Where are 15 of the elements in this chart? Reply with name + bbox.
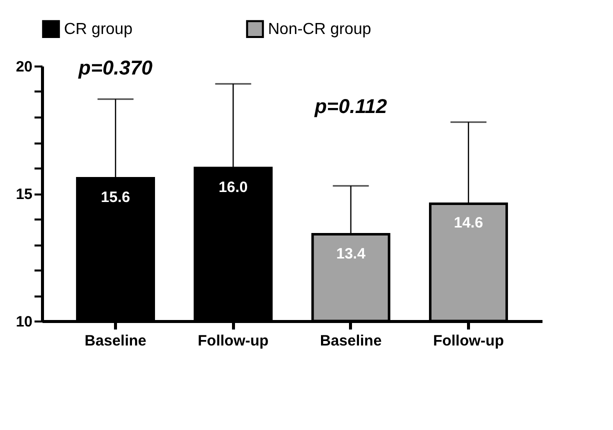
legend-label: CR group (64, 21, 133, 38)
data-label: 14.6 (454, 214, 484, 232)
data-label: 16.0 (218, 179, 248, 196)
legend-label: Non-CR group (268, 21, 372, 38)
y-tick-label: 15 (16, 186, 32, 203)
x-tick-label: Follow-up (198, 332, 269, 350)
annotation: p=0.112 (314, 96, 388, 118)
data-label: 13.4 (336, 245, 366, 262)
y-tick-label: 10 (16, 314, 32, 330)
annotation: p=0.370 (78, 58, 153, 80)
x-tick-label: Baseline (320, 332, 382, 350)
data-label: 15.6 (100, 189, 130, 206)
x-tick-label: Baseline (84, 332, 146, 350)
y-tick-label: 20 (16, 58, 32, 76)
x-tick-label: Follow-up (433, 332, 504, 350)
